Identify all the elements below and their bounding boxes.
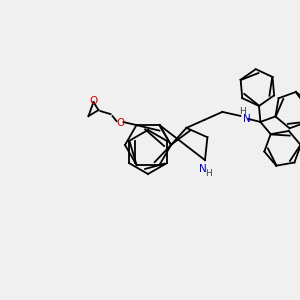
Text: O: O	[116, 118, 124, 128]
Text: N: N	[242, 114, 250, 124]
Text: H: H	[206, 169, 212, 178]
Text: H: H	[239, 107, 246, 116]
Text: N: N	[199, 164, 207, 174]
Text: O: O	[89, 96, 98, 106]
